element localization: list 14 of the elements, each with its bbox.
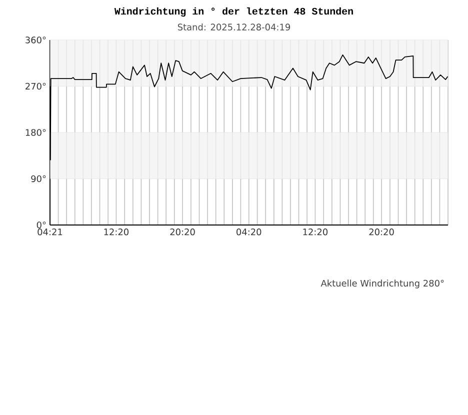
- x-tick-label: 20:20: [170, 228, 195, 236]
- y-tick-label: 270°: [26, 82, 46, 90]
- x-tick-label: 04:20: [236, 228, 262, 236]
- x-tick-label: 20:20: [369, 228, 394, 236]
- y-tick-label: 90°: [31, 175, 46, 182]
- x-tick-label: 04:21: [38, 228, 62, 236]
- chart-title: Windrichtung in ° der letzten 48 Stunden: [114, 7, 353, 17]
- y-tick-label: 0°: [36, 222, 46, 228]
- chart-subtitle: Stand: 2025.12.28-04:19: [178, 24, 290, 30]
- x-tick-label: 12:20: [104, 228, 129, 236]
- x-tick-label: 12:20: [303, 228, 328, 236]
- text: Aktuelle Windrichtung 280°: [320, 280, 444, 288]
- y-tick-label: 180°: [26, 129, 46, 136]
- y-tick-label: 360°: [26, 36, 46, 44]
